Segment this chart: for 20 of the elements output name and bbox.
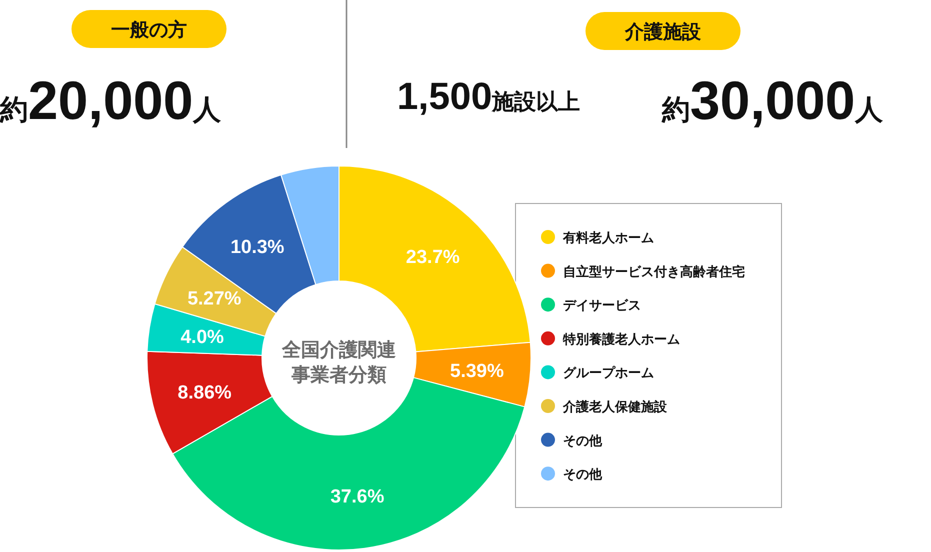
data-label: 5.39%	[450, 361, 504, 382]
data-label: 10.3%	[230, 237, 284, 258]
data-label: 8.86%	[178, 382, 232, 404]
legend-label: 特別養護老人ホーム	[562, 331, 680, 346]
data-label: 23.7%	[406, 247, 460, 268]
data-label: 4.0%	[180, 326, 224, 348]
legend-label: その他	[563, 432, 603, 448]
text: 1,500施設以上	[397, 76, 580, 118]
data-label: 5.27%	[187, 288, 242, 310]
text: 約30,000人	[661, 71, 884, 131]
legend-label: 介護老人保健施設	[562, 399, 668, 414]
legend-label: グループホーム	[563, 365, 654, 380]
data-label: 37.6%	[330, 486, 384, 508]
text: 介護施設	[624, 21, 702, 43]
legend-label: 有料老人ホーム	[562, 230, 654, 245]
legend-label: その他	[563, 466, 603, 482]
legend-label: デイサービス	[563, 298, 641, 313]
legend-label: 自立型サービス付き高齢者住宅	[563, 264, 745, 279]
text: 全国介護関連事業者分類	[281, 339, 396, 386]
text: 一般の方	[111, 19, 187, 41]
